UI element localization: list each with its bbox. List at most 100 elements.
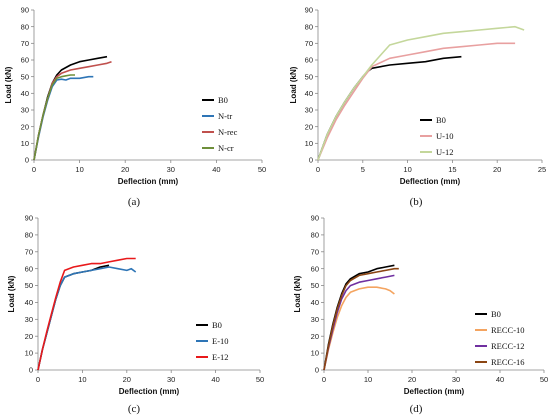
y-tick-label: 0 — [315, 366, 319, 375]
x-tick-label: 10 — [75, 165, 83, 174]
x-tick-label: 20 — [493, 165, 501, 174]
y-tick-label: 70 — [311, 247, 319, 256]
panel-caption: (c) — [128, 403, 141, 415]
x-tick-label: 0 — [36, 375, 40, 384]
x-tick-label: 50 — [256, 375, 264, 384]
x-tick-label: 40 — [496, 375, 504, 384]
y-axis-label: Load (kN) — [4, 66, 13, 103]
x-tick-label: 0 — [32, 165, 36, 174]
y-tick-label: 50 — [311, 281, 319, 290]
y-tick-label: 20 — [311, 332, 319, 341]
chart-panel-3: 0 10 20 30 40 50 60 70 80 90 0 10 20 30 40 50 Deflection… — [7, 214, 264, 415]
series-line-b0 — [317, 55, 462, 161]
legend-label: RECC-10 — [491, 325, 525, 335]
legend-label: E-10 — [212, 336, 229, 346]
x-tick-label: 10 — [78, 375, 86, 384]
x-axis-label: Deflection (mm) — [119, 387, 180, 396]
y-tick-label: 90 — [305, 6, 313, 15]
x-tick-label: 20 — [408, 375, 416, 384]
legend-label: RECC-12 — [491, 341, 525, 351]
x-tick-label: 15 — [448, 165, 456, 174]
series-line-b0 — [37, 264, 110, 371]
y-tick-label: 30 — [305, 106, 313, 115]
y-axis-label: Load (kN) — [293, 275, 302, 312]
y-tick-label: 70 — [21, 39, 29, 48]
x-tick-label: 25 — [538, 165, 546, 174]
series-line-n-cr — [33, 74, 75, 161]
panel-caption: (d) — [410, 403, 423, 415]
series-line-e-10 — [37, 266, 137, 371]
y-tick-label: 30 — [25, 315, 33, 324]
series-line-recc-10 — [323, 286, 395, 371]
legend-label: U-10 — [436, 131, 453, 141]
y-tick-label: 60 — [305, 56, 313, 65]
y-tick-label: 90 — [21, 6, 29, 15]
y-tick-label: 40 — [305, 89, 313, 98]
x-tick-label: 0 — [322, 375, 326, 384]
legend-label: B0 — [218, 95, 228, 105]
chart-panel-2: 0 10 20 30 40 50 60 70 80 90 0 5 10 15 20 25 Deflection … — [289, 6, 546, 208]
legend-label: N-cr — [218, 143, 234, 153]
x-tick-label: 10 — [403, 165, 411, 174]
chart-panel-1: 0 10 20 30 40 50 60 70 80 90 0 10 20 30 40 50 Deflection… — [4, 6, 266, 208]
chart-panel-4: 0 10 20 30 40 50 60 70 80 90 0 10 20 30 40 50 Deflection… — [293, 214, 548, 415]
legend-label: N-rec — [218, 127, 238, 137]
y-tick-label: 40 — [25, 298, 33, 307]
y-axis-label: Load (kN) — [289, 66, 298, 103]
y-tick-label: 80 — [25, 230, 33, 239]
y-tick-label: 60 — [25, 264, 33, 273]
x-axis-label: Deflection (mm) — [118, 177, 179, 186]
y-tick-label: 50 — [25, 281, 33, 290]
y-axis-label: Load (kN) — [7, 275, 16, 312]
y-tick-label: 80 — [311, 230, 319, 239]
legend-label: E-12 — [212, 352, 229, 362]
series-line-n-rec — [33, 60, 112, 161]
legend: B0 RECC-10 RECC-12 RECC-16 — [475, 309, 525, 367]
y-tick-label: 70 — [305, 39, 313, 48]
y-tick-label: 10 — [21, 139, 29, 148]
legend-label: B0 — [436, 115, 446, 125]
x-tick-label: 20 — [123, 375, 131, 384]
y-tick-label: 0 — [29, 366, 33, 375]
y-tick-label: 30 — [311, 315, 319, 324]
panel-caption: (a) — [128, 196, 141, 208]
y-tick-label: 50 — [305, 72, 313, 81]
y-tick-label: 60 — [311, 264, 319, 273]
x-axis-label: Deflection (mm) — [400, 177, 461, 186]
x-tick-label: 50 — [540, 375, 548, 384]
y-tick-label: 60 — [21, 56, 29, 65]
x-tick-label: 0 — [316, 165, 320, 174]
legend-label: B0 — [491, 309, 501, 319]
x-tick-label: 40 — [211, 375, 219, 384]
y-tick-label: 40 — [311, 298, 319, 307]
x-tick-label: 50 — [258, 165, 266, 174]
series-line-e-12 — [37, 257, 136, 371]
legend: B0 U-10 U-12 — [420, 115, 453, 157]
x-tick-label: 40 — [212, 165, 220, 174]
y-tick-label: 20 — [305, 122, 313, 131]
series-line-u-12 — [317, 25, 525, 161]
x-tick-label: 20 — [121, 165, 129, 174]
y-tick-label: 10 — [25, 349, 33, 358]
series-line-recc-16 — [323, 267, 399, 371]
legend-label: RECC-16 — [491, 357, 525, 367]
x-tick-label: 10 — [364, 375, 372, 384]
series-line-u-10 — [317, 42, 516, 161]
legend-label: B0 — [212, 320, 222, 330]
x-tick-label: 5 — [361, 165, 365, 174]
y-tick-label: 20 — [21, 122, 29, 131]
y-tick-label: 90 — [311, 214, 319, 223]
y-tick-label: 0 — [309, 156, 313, 165]
legend: B0 N-tr N-rec N-cr — [202, 95, 238, 153]
y-tick-label: 20 — [25, 332, 33, 341]
x-tick-label: 30 — [452, 375, 460, 384]
legend-label: U-12 — [436, 147, 453, 157]
y-tick-label: 50 — [21, 72, 29, 81]
y-tick-label: 80 — [21, 22, 29, 31]
x-tick-label: 30 — [167, 375, 175, 384]
y-tick-label: 0 — [25, 156, 29, 165]
y-tick-label: 10 — [311, 349, 319, 358]
y-tick-label: 70 — [25, 247, 33, 256]
panel-caption: (b) — [410, 196, 423, 208]
